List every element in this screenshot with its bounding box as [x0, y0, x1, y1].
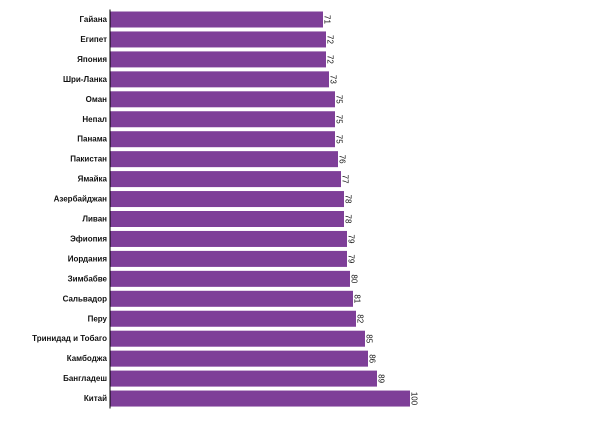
value-label-4: 75	[335, 95, 344, 104]
bar-8	[110, 171, 341, 188]
category-labels-group: Гайана Египет Япония Шри-Ланка Оман Непал Пана…	[32, 15, 107, 403]
value-label-10: 78	[344, 215, 353, 224]
category-label-4: Оман	[86, 95, 107, 104]
value-label-6: 75	[335, 135, 344, 144]
bar-11	[110, 230, 347, 247]
value-label-11: 79	[347, 234, 356, 243]
bar-14	[110, 290, 353, 307]
value-label-13: 80	[350, 274, 359, 283]
value-label-16: 85	[365, 334, 374, 343]
bar-3	[110, 71, 329, 88]
bar-12	[110, 250, 347, 267]
bar-10	[110, 211, 344, 227]
value-label-5: 75	[335, 115, 344, 124]
category-label-16: Тринидад и Тобаго	[32, 334, 107, 343]
value-label-1: 72	[326, 35, 335, 44]
value-label-7: 76	[338, 155, 347, 164]
bars-group	[110, 11, 410, 407]
category-label-3: Шри-Ланка	[63, 75, 108, 84]
bar-1	[110, 31, 326, 48]
bar-17	[110, 350, 368, 367]
value-label-9: 78	[344, 195, 353, 204]
bar-16	[110, 330, 365, 347]
value-label-19: 100	[410, 392, 419, 406]
category-label-9: Азербайджан	[54, 195, 108, 204]
bar-9	[110, 191, 344, 208]
category-label-15: Перу	[88, 314, 108, 323]
bar-4	[110, 91, 335, 108]
bar-13	[110, 270, 350, 287]
value-label-12: 79	[347, 254, 356, 263]
category-label-13: Зимбабве	[68, 274, 108, 283]
category-label-7: Пакистан	[70, 155, 107, 164]
category-label-0: Гайана	[79, 15, 107, 24]
bar-2	[110, 51, 326, 68]
value-label-0: 71	[323, 15, 332, 24]
category-label-19: Китай	[84, 394, 107, 403]
category-label-10: Ливан	[82, 215, 107, 224]
bar-7	[110, 151, 338, 168]
bar-15	[110, 310, 356, 327]
value-labels-group: 71 72 72 73 75 75 75 76 77 78 78 79 79 80 81 82 85 86 89 10…	[323, 15, 419, 406]
value-label-8: 77	[341, 175, 350, 184]
category-label-14: Сальвадор	[63, 294, 108, 303]
value-label-15: 82	[356, 314, 365, 323]
bar-6	[110, 131, 335, 148]
value-label-3: 73	[329, 75, 338, 84]
value-label-18: 89	[377, 374, 386, 383]
value-label-17: 86	[368, 354, 377, 363]
category-label-2: Япония	[77, 55, 107, 64]
category-label-12: Иордания	[68, 254, 108, 263]
bar-18	[110, 370, 377, 387]
category-label-6: Панама	[77, 135, 107, 144]
category-label-5: Непал	[82, 115, 107, 124]
bar-0	[110, 11, 323, 28]
category-label-11: Эфиопия	[70, 234, 107, 243]
value-label-14: 81	[353, 294, 362, 303]
value-label-2: 72	[326, 55, 335, 64]
bar-5	[110, 111, 335, 128]
category-label-17: Камбоджа	[67, 354, 108, 363]
category-label-18: Бангладеш	[63, 374, 107, 383]
category-label-8: Ямайка	[78, 175, 108, 184]
bar-19	[110, 390, 410, 407]
category-label-1: Египет	[80, 35, 107, 44]
